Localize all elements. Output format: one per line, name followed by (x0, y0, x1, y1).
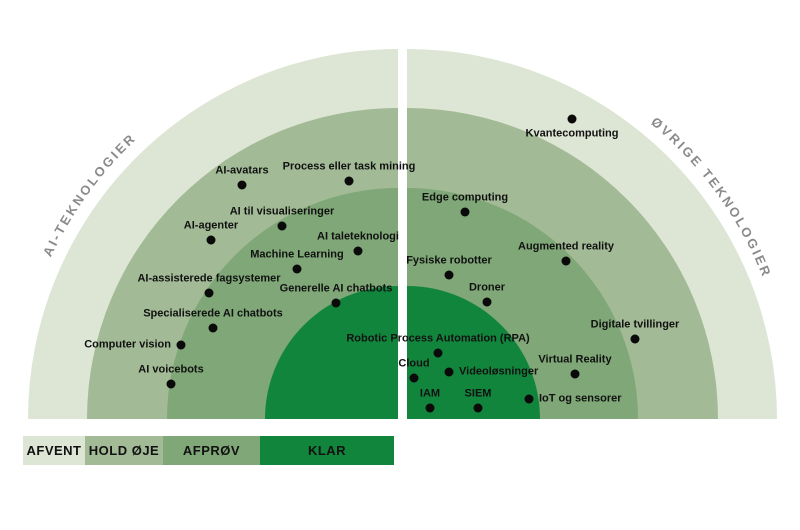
tech-dot (561, 256, 571, 266)
tech-label: AI taleteknologi (317, 230, 399, 243)
tech-label: AI-avatars (215, 164, 269, 177)
tech-dot (570, 369, 580, 379)
tech-dot (433, 348, 443, 358)
tech-label: Machine Learning (250, 248, 344, 261)
tech-label: Virtual Reality (538, 353, 612, 366)
tech-label: SIEM (464, 387, 492, 400)
tech-dot (425, 403, 435, 413)
tech-dot (473, 403, 483, 413)
tech-label: Specialiserede AI chatbots (143, 307, 283, 320)
tech-label: AI-assisterede fagsystemer (137, 272, 281, 285)
tech-label: IoT og sensorer (539, 392, 622, 405)
tech-dot (204, 288, 214, 298)
tech-label: Robotic Process Automation (RPA) (346, 332, 530, 345)
legend-segment-afprov: AFPRØV (163, 436, 260, 465)
tech-label: Fysiske robotter (406, 254, 492, 267)
tech-label: Videoløsninger (459, 365, 539, 378)
tech-dot (567, 114, 577, 124)
tech-dot (166, 379, 176, 389)
tech-label: Cloud (398, 357, 430, 370)
tech-dot (237, 180, 247, 190)
tech-label: Edge computing (421, 191, 509, 204)
tech-dot (277, 221, 287, 231)
tech-label: Droner (468, 281, 506, 294)
tech-dot (482, 297, 492, 307)
legend-segment-afvent: AFVENT (23, 436, 85, 465)
legend-segment-hold-oje: HOLD ØJE (85, 436, 163, 465)
tech-dot (353, 246, 363, 256)
tech-label: Process eller task mining (282, 160, 416, 173)
tech-label: AI voicebots (138, 363, 204, 376)
tech-label: Digitale tvillinger (590, 318, 680, 331)
tech-dot (208, 323, 218, 333)
tech-label: Generelle AI chatbots (279, 282, 393, 295)
tech-label: Computer vision (84, 338, 171, 351)
readiness-legend: AFVENT HOLD ØJE AFPRØV KLAR (23, 436, 394, 465)
tech-dot (331, 298, 341, 308)
right-band-klar (407, 286, 540, 419)
tech-dot (630, 334, 640, 344)
tech-label: Kvantecomputing (525, 127, 619, 140)
tech-dot (524, 394, 534, 404)
tech-label: Augmented reality (518, 240, 614, 253)
legend-segment-klar: KLAR (260, 436, 394, 465)
left-band-klar (265, 286, 398, 419)
tech-dot (444, 270, 454, 280)
tech-dot (344, 176, 354, 186)
tech-dot (176, 340, 186, 350)
left-fan (28, 49, 398, 419)
tech-dot (460, 207, 470, 217)
tech-label: IAM (419, 387, 441, 400)
tech-label: AI til visualiseringer (229, 205, 335, 218)
tech-dot (444, 367, 454, 377)
tech-dot (206, 235, 216, 245)
tech-dot (292, 264, 302, 274)
tech-label: AI-agenter (183, 219, 239, 232)
tech-dot (409, 373, 419, 383)
